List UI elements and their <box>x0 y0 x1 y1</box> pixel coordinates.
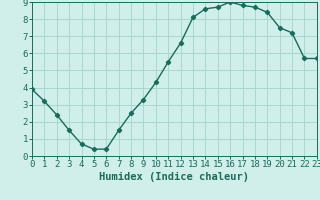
X-axis label: Humidex (Indice chaleur): Humidex (Indice chaleur) <box>100 172 249 182</box>
